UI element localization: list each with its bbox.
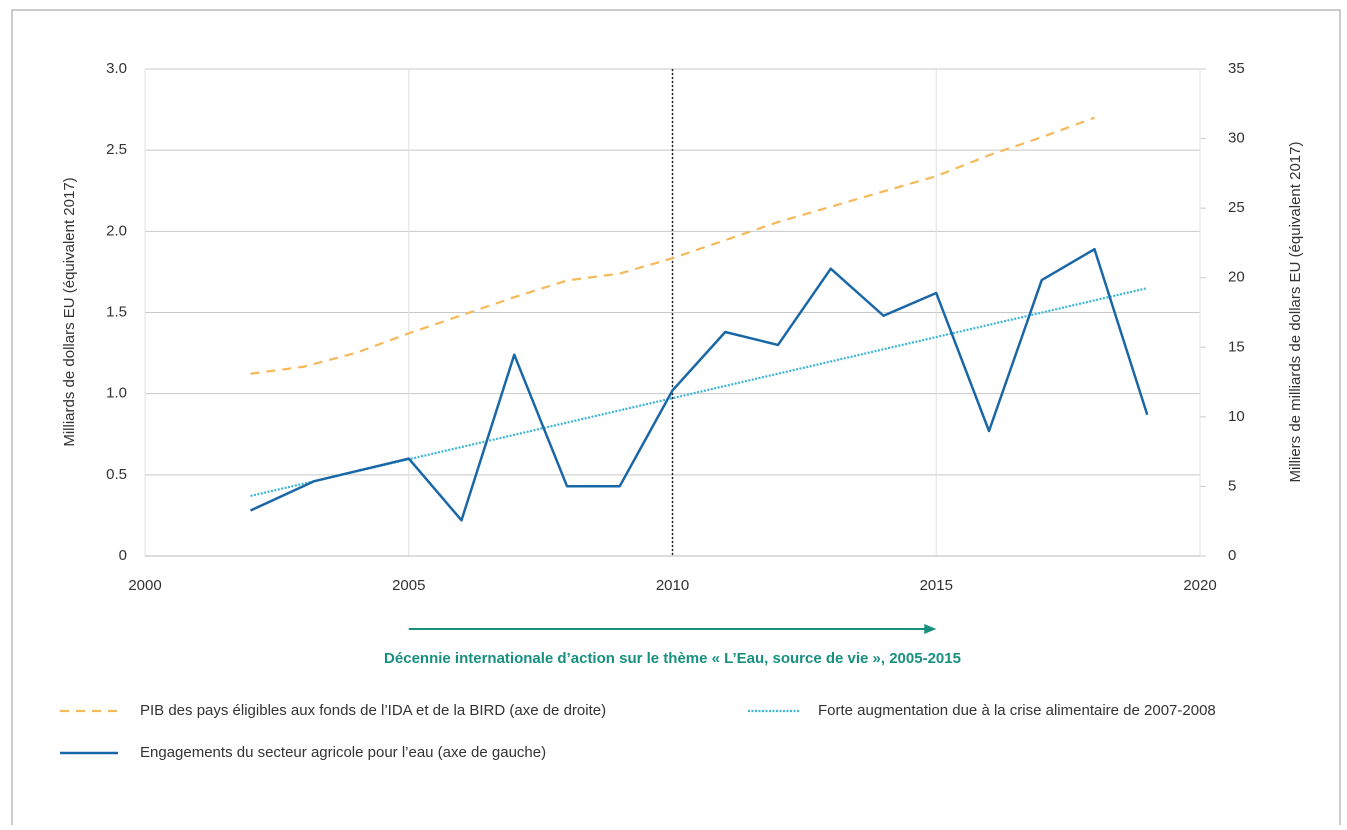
x-tick-label: 2015 <box>920 577 953 594</box>
y2-tick-label: 0 <box>1228 547 1236 564</box>
y2-tick-label: 30 <box>1228 130 1245 147</box>
y2-tick-label: 10 <box>1228 408 1245 425</box>
frame <box>11 9 1341 830</box>
series-line <box>249 247 1149 522</box>
legend-label: Forte augmentation due à la crise alimen… <box>818 702 1216 719</box>
y-tick-label: 1.5 <box>106 303 127 320</box>
series-line <box>250 287 1148 498</box>
y2-tick-label: 5 <box>1228 477 1236 494</box>
arrow-head <box>924 624 937 634</box>
legend-label: Engagements du secteur agricole pour l’e… <box>140 744 546 761</box>
x-tick-label: 2000 <box>128 577 161 594</box>
x-tick-label: 2020 <box>1183 577 1216 594</box>
y-tick-label: 3.0 <box>106 60 127 77</box>
y-axis-label: Milliards de dollars EU (équivalent 2017… <box>61 177 78 446</box>
y-tick-label: 1.0 <box>106 385 127 402</box>
x-tick-label: 2010 <box>656 577 689 594</box>
y-tick-label: 2.0 <box>106 222 127 239</box>
series-line <box>250 116 1095 375</box>
y2-tick-label: 35 <box>1228 60 1245 77</box>
y2-tick-label: 20 <box>1228 269 1245 286</box>
annotation-text: Décennie internationale d’action sur le … <box>384 650 961 667</box>
y-tick-label: 0 <box>119 547 127 564</box>
y2-tick-label: 25 <box>1228 199 1245 216</box>
y-tick-label: 2.5 <box>106 141 127 158</box>
y-tick-label: 0.5 <box>106 466 127 483</box>
y2-tick-label: 15 <box>1228 338 1245 355</box>
legend-label: PIB des pays éligibles aux fonds de l’ID… <box>140 702 606 719</box>
y2-axis-label: Milliers de milliards de dollars EU (équ… <box>1287 142 1304 483</box>
x-tick-label: 2005 <box>392 577 425 594</box>
